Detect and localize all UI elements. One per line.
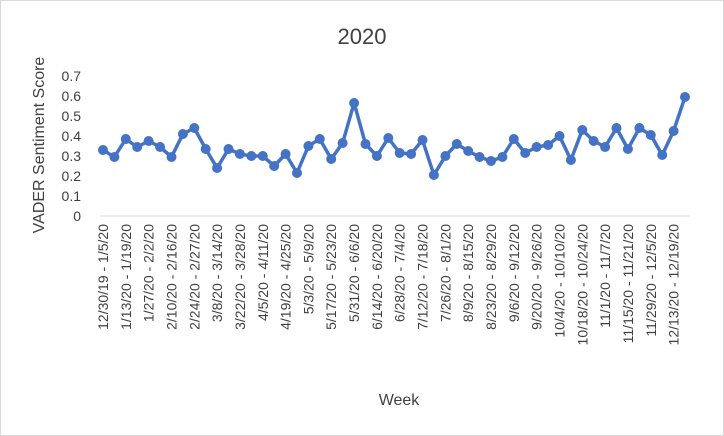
data-point xyxy=(132,142,143,152)
data-point xyxy=(269,161,280,171)
data-point xyxy=(497,152,508,162)
x-tick-label: 7/12/20 - 7/18/20 xyxy=(415,224,431,330)
data-point xyxy=(520,148,531,158)
data-point xyxy=(212,163,223,173)
data-point xyxy=(326,154,337,164)
data-point xyxy=(554,131,565,141)
x-tick-label: 6/14/20 - 6/20/20 xyxy=(369,224,385,330)
data-point xyxy=(428,170,439,180)
x-tick-label: 1/27/20 - 2/2/20 xyxy=(141,224,157,322)
data-point xyxy=(565,155,576,165)
data-point xyxy=(200,144,211,154)
y-tick-label: 0.1 xyxy=(62,188,82,204)
data-point xyxy=(463,146,474,156)
data-point xyxy=(611,123,622,133)
data-point xyxy=(371,151,382,161)
data-point xyxy=(383,133,394,143)
data-point xyxy=(543,140,554,150)
data-point xyxy=(577,125,588,135)
x-tick-label: 4/5/20 - 4/11/20 xyxy=(255,224,271,321)
data-point xyxy=(223,144,234,154)
y-tick-label: 0.5 xyxy=(62,108,82,124)
data-point xyxy=(120,134,131,144)
x-tick-label: 8/23/20 - 8/29/20 xyxy=(483,224,499,330)
y-tick-label: 0.4 xyxy=(62,128,82,144)
data-point xyxy=(337,138,348,148)
data-point xyxy=(280,149,291,159)
y-tick-label: 0.2 xyxy=(62,168,82,184)
data-point xyxy=(440,151,451,161)
data-point xyxy=(657,150,668,160)
x-axis: 12/30/19 - 1/5/20 1/13/20 - 1/19/20 1/27/2… xyxy=(95,224,682,346)
data-point xyxy=(417,135,428,145)
data-point xyxy=(303,141,314,151)
x-tick-label: 3/8/20 - 3/14/20 xyxy=(209,224,225,322)
data-point xyxy=(588,136,599,146)
data-point xyxy=(143,136,154,146)
x-tick-label: 10/18/20 - 10/24/20 xyxy=(574,224,590,346)
data-point xyxy=(680,92,690,102)
y-axis-title: VADER Sentiment Score xyxy=(31,57,48,234)
data-point xyxy=(166,152,177,162)
x-tick-label: 12/13/20 - 12/19/20 xyxy=(666,224,682,346)
data-point xyxy=(451,139,462,149)
x-tick-label: 11/15/20 - 11/21/20 xyxy=(620,224,636,344)
data-point xyxy=(314,134,325,144)
data-point xyxy=(360,139,371,149)
data-point xyxy=(189,123,200,133)
y-tick-label: 0.3 xyxy=(62,148,82,164)
data-point xyxy=(668,126,679,136)
x-tick-label: 4/19/20 - 4/25/20 xyxy=(278,224,294,330)
data-point xyxy=(600,142,611,152)
data-point xyxy=(531,142,542,152)
x-tick-label: 6/28/20 - 7/4/20 xyxy=(392,224,408,322)
chart-title: 2020 xyxy=(338,24,387,49)
data-point xyxy=(634,123,645,133)
y-axis: 0 0.1 0.2 0.3 0.4 0.5 0.6 0.7 xyxy=(62,68,82,224)
x-tick-label: 8/9/20 - 8/15/20 xyxy=(460,224,476,322)
data-point xyxy=(98,145,108,155)
x-tick-label: 11/1/20 - 11/7/20 xyxy=(597,224,613,328)
data-point xyxy=(474,152,485,162)
data-point xyxy=(406,149,417,159)
x-tick-label: 2/10/20 - 2/16/20 xyxy=(163,224,179,330)
x-tick-label: 5/31/20 - 6/6/20 xyxy=(346,224,362,322)
x-tick-label: 5/17/20 - 5/23/20 xyxy=(323,224,339,330)
x-tick-label: 12/30/19 - 1/5/20 xyxy=(95,224,111,330)
x-tick-label: 5/3/20 - 5/9/20 xyxy=(300,224,316,315)
data-point xyxy=(508,134,519,144)
x-tick-label: 3/22/20 - 3/28/20 xyxy=(232,224,248,330)
series-line xyxy=(98,92,690,180)
x-tick-label: 9/6/20 - 9/12/20 xyxy=(506,224,522,322)
data-point xyxy=(292,168,302,178)
data-point xyxy=(234,149,245,159)
data-point xyxy=(349,98,360,108)
x-tick-label: 10/4/20 - 10/10/20 xyxy=(551,224,567,338)
series-path xyxy=(102,96,687,177)
data-point xyxy=(394,148,405,158)
x-tick-label: 9/20/20 - 9/26/20 xyxy=(529,224,545,330)
y-tick-label: 0 xyxy=(73,208,81,224)
data-point xyxy=(622,144,633,154)
x-tick-label: 11/29/20 - 12/5/20 xyxy=(643,224,659,337)
y-tick-label: 0.6 xyxy=(62,88,82,104)
data-point xyxy=(155,142,166,152)
data-point xyxy=(246,151,257,161)
data-point xyxy=(486,156,496,166)
data-point xyxy=(257,151,268,161)
data-point xyxy=(109,152,120,162)
y-tick-label: 0.7 xyxy=(62,68,82,84)
data-point xyxy=(645,130,656,140)
x-tick-label: 7/26/20 - 8/1/20 xyxy=(437,224,453,322)
x-axis-title: Week xyxy=(379,392,421,409)
x-tick-label: 1/13/20 - 1/19/20 xyxy=(118,224,134,330)
data-point xyxy=(177,129,188,139)
x-tick-label: 2/24/20 - 2/27/20 xyxy=(186,224,202,330)
